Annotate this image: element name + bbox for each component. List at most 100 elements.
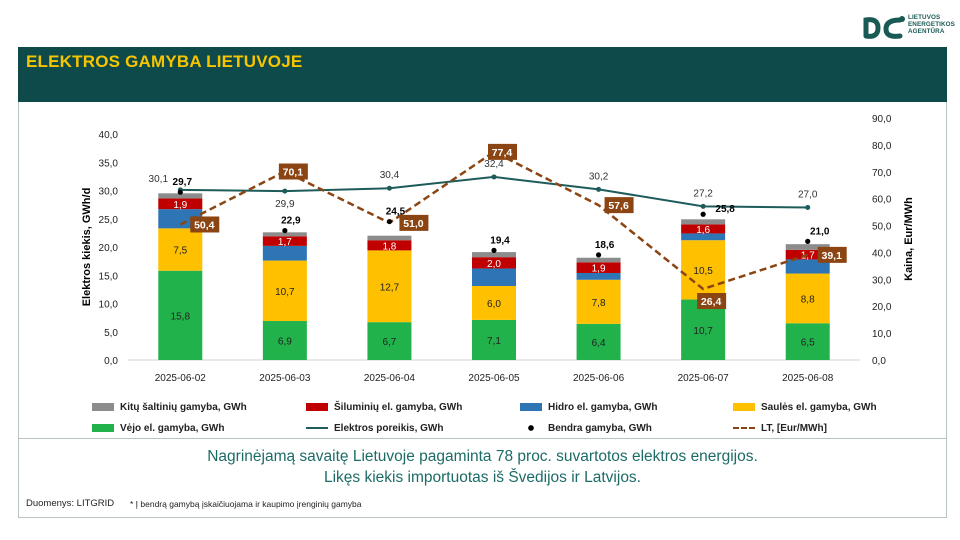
price-label-box [697,293,727,310]
demand-data-label: 30,1 [149,174,169,185]
y2-tick-label: 20,0 [872,302,892,313]
bar-data-label: 1,7 [801,251,815,262]
legend-swatch [306,427,328,430]
total-generation-marker [700,211,706,217]
y-axis-title: Elektros kiekis, GWh/d [81,188,93,307]
logo-mark-icon [863,17,903,39]
bar-segment [262,321,307,360]
bar-segment [681,224,726,234]
demand-data-label: 29,9 [275,199,295,210]
legend-label: Elektros poreikis, GWh [334,423,444,434]
bar-segment [576,279,621,324]
y2-tick-label: 60,0 [872,195,892,206]
demand-marker [700,203,706,209]
bar-data-label: 12,7 [380,282,400,293]
summary-text: Nagrinėjamą savaitę Lietuvoje pagaminta … [18,446,947,488]
total-generation-marker [595,252,602,258]
logo-dot-icon [899,16,905,22]
bar-data-label: 1,8 [382,241,396,252]
summary-line-1: Nagrinėjamą savaitę Lietuvoje pagaminta … [207,448,758,465]
legend-item: Bendra gamyba, GWh [520,423,652,434]
legend-item: Vėjo el. gamyba, GWh [92,423,224,434]
price-label-box [278,163,308,180]
y2-tick-label: 50,0 [872,222,892,233]
electricity-chart: 0,0 5,0 10,0 15,0 20,0 25,0 30,0 35,0 40,0 0,0 10,… [81,114,915,384]
legend-item: LT, [Eur/MWh] [733,423,827,434]
y-tick-label: 10,0 [99,300,119,311]
legend-item: Šiluminių el. gamyba, GWh [306,402,462,413]
bar-segment [367,322,412,360]
legend-item: Saulės el. gamyba, GWh [733,402,877,413]
price-line [179,150,809,291]
bar-segment [158,228,203,271]
bar-segment [785,249,830,260]
demand-data-label: 30,4 [380,170,400,181]
demand-data-label: 27,0 [798,189,818,200]
total-generation-marker [805,238,811,244]
legend-label: LT, [Eur/MWh] [761,423,827,434]
bar-data-label: 10,7 [693,326,713,337]
bar-data-label: 8,8 [801,294,815,305]
legend-item: Elektros poreikis, GWh [306,423,443,434]
y2-tick-label: 90,0 [872,114,892,125]
legend-swatch [520,403,542,412]
bar-segment [576,272,621,280]
y-tick-label: 30,0 [99,187,119,198]
y-tick-label: 20,0 [99,243,119,254]
legend-swatch [92,403,114,412]
price-data-label: 39,1 [821,250,842,262]
legend-swatch [733,427,755,430]
bar-segment [576,323,621,360]
price-data-label: 26,4 [701,296,722,308]
price-data-label: 77,4 [492,147,513,159]
bar-segment [367,235,412,241]
bar-segment [785,244,830,250]
bar-segment [472,252,516,258]
bar-segment [367,240,412,251]
price-label-box [190,216,220,233]
bar-segment [472,268,516,286]
x-tick-label: 2025-06-06 [573,373,625,384]
bar-segment [262,245,307,261]
bar-segment [681,219,726,225]
legend-swatch [733,403,755,412]
bar-data-label: 1,9 [592,264,606,275]
demand-marker [805,204,811,210]
bar-data-label: 6,4 [592,338,606,349]
price-data-label: 57,6 [608,200,629,212]
y2-tick-label: 80,0 [872,141,892,152]
y-tick-label: 25,0 [99,215,119,226]
demand-marker [386,185,392,191]
logo-line-2: ENERGETIKOS [908,21,955,29]
content-frame [18,102,947,518]
page-title: ELEKTROS GAMYBA LIETUVOJE [26,52,303,71]
bar-data-label: 7,8 [592,298,606,309]
x-tick-label: 2025-06-05 [468,373,520,384]
legend-label: Hidro el. gamyba, GWh [548,402,658,413]
bar-data-label: 1,9 [173,200,187,211]
footer: Duomenys: LITGRID * Į bendrą gamybą įska… [26,498,362,509]
demand-marker [491,174,497,180]
total-generation-label: 19,4 [490,235,510,246]
x-tick-label: 2025-06-07 [678,373,730,384]
bar-segment [472,257,516,269]
legend-label: Vėjo el. gamyba, GWh [120,423,225,434]
y-tick-label: 0,0 [104,356,118,367]
legend-swatch [306,403,328,412]
bar-segment [681,299,726,360]
total-generation-label: 24,5 [386,207,406,218]
logo-line-3: AGENTŪRA [908,28,945,36]
demand-data-label: 30,2 [589,171,609,182]
bar-segment [158,198,203,210]
footnote: * Į bendrą gamybą įskaičiuojama ir kaupi… [130,499,362,509]
bar-segment [785,323,830,360]
data-source: Duomenys: LITGRID [26,498,115,509]
legend-item: Kitų šaltinių gamyba, GWh [92,402,247,413]
bar-data-label: 15,8 [171,311,191,322]
bar-data-label: 6,9 [278,337,292,348]
bar-data-label: 6,5 [801,338,815,349]
y2-axis-title: Kaina, Eur/MWh [903,197,915,281]
bar-segment [576,262,621,273]
legend-label: Kitų šaltinių gamyba, GWh [120,402,247,413]
y-tick-label: 5,0 [104,328,118,339]
